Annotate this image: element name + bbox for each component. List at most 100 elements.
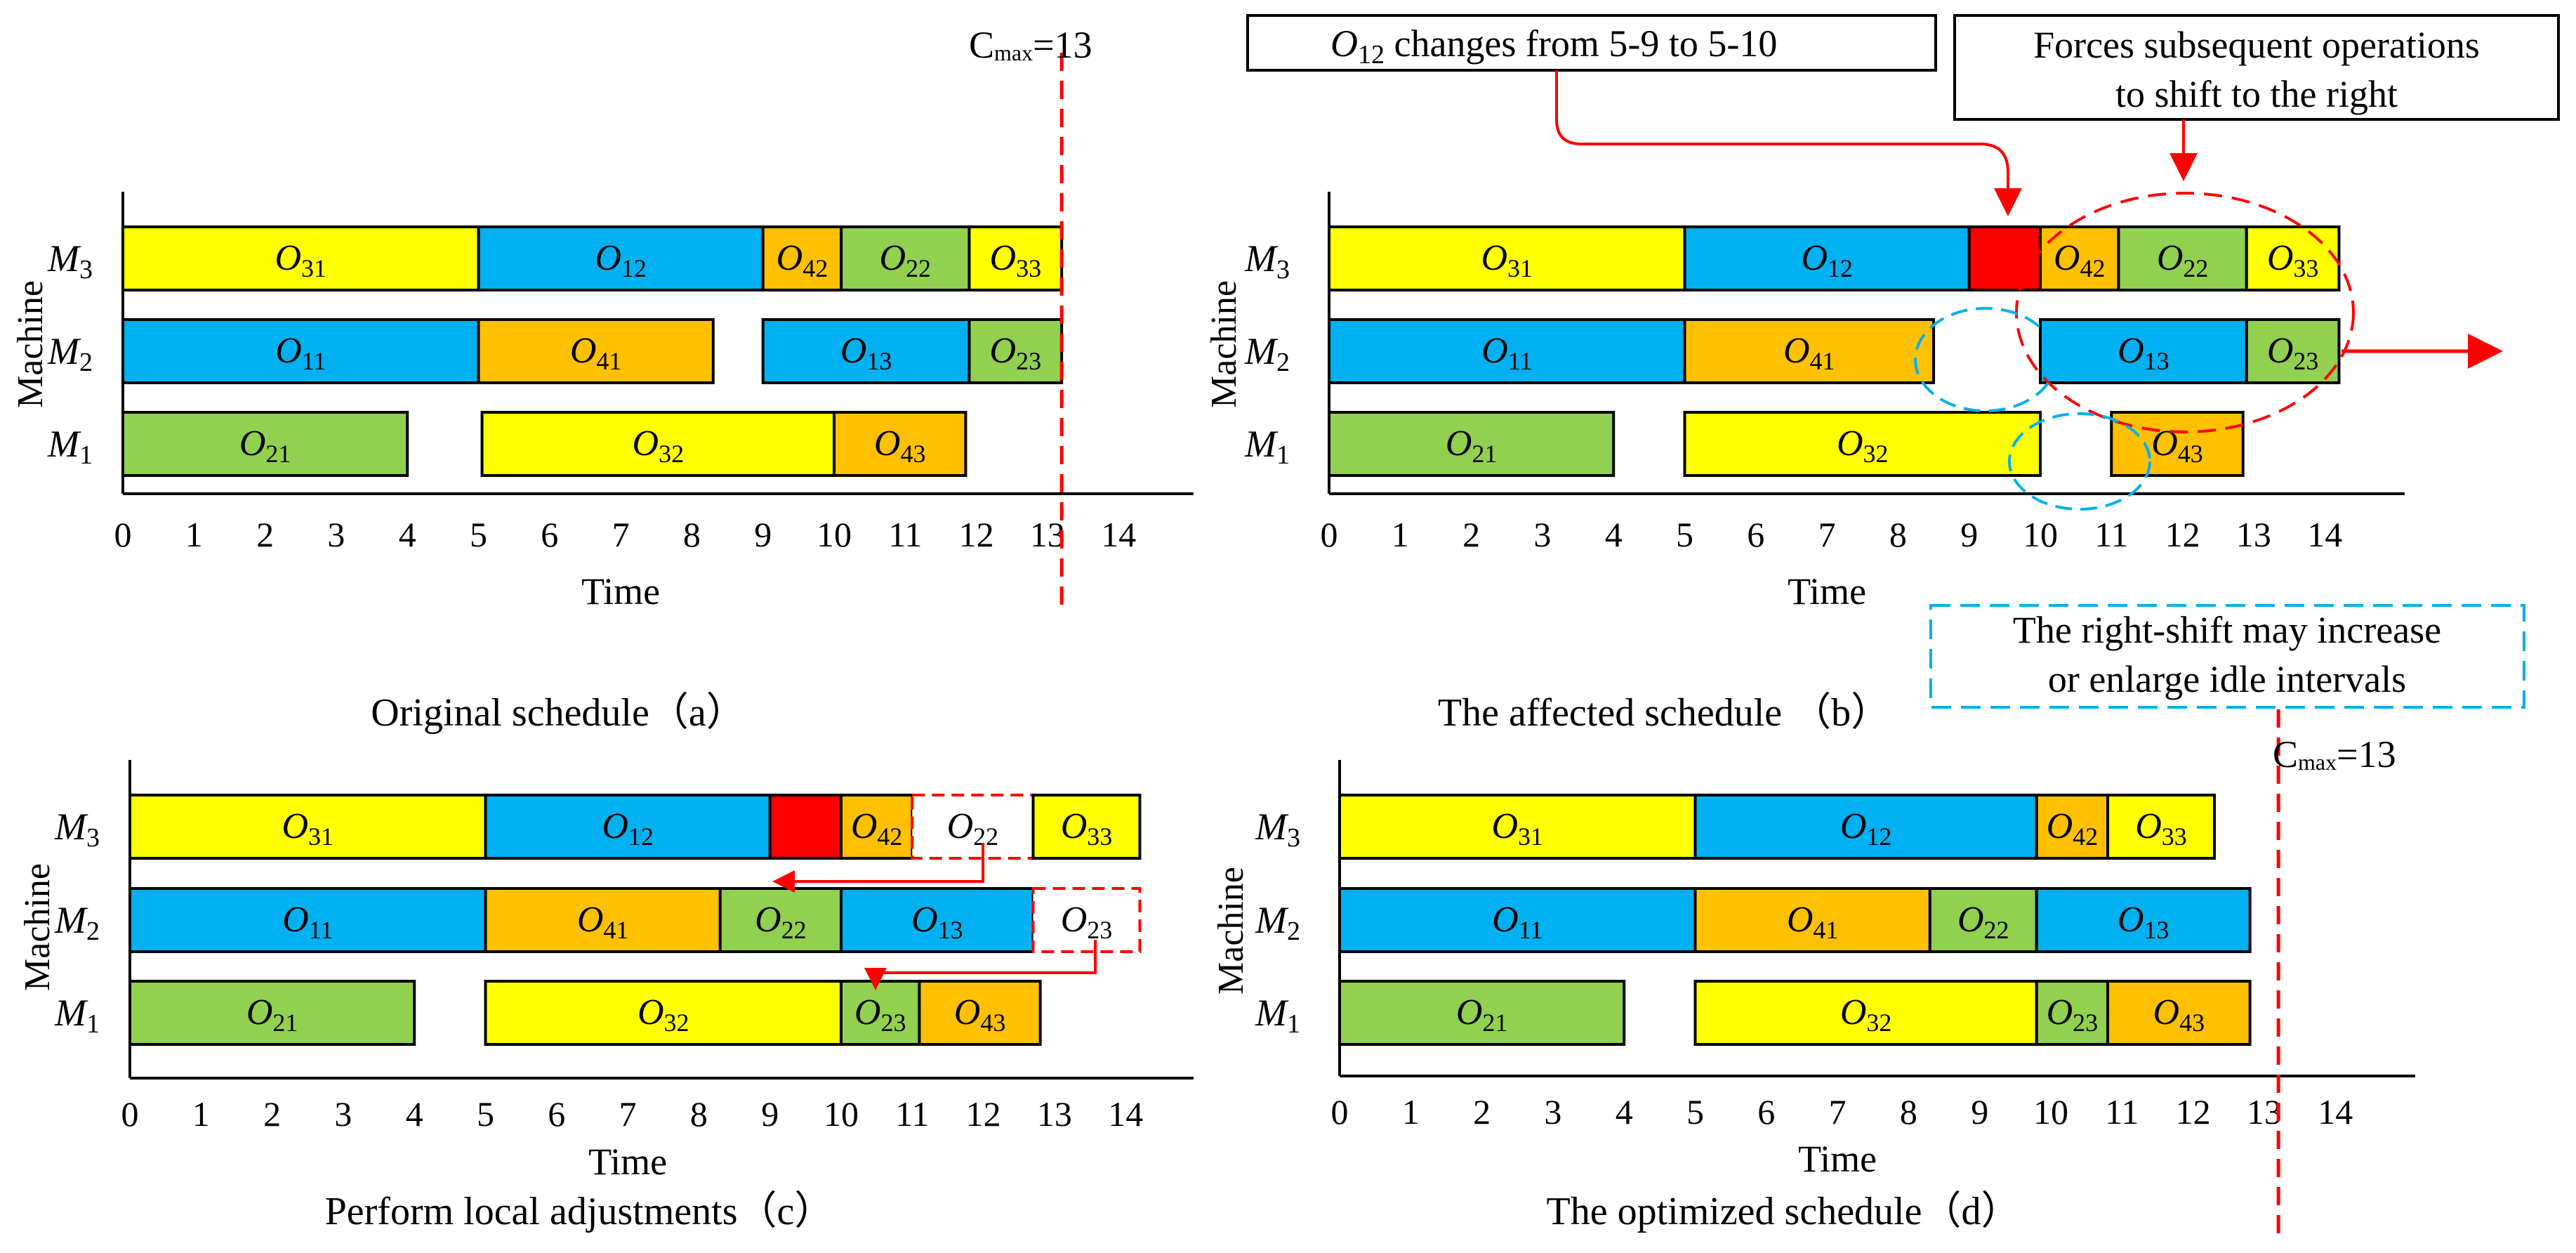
bar-m1-o43	[833, 411, 967, 477]
bar-label-o21: O21	[1456, 992, 1508, 1037]
machine-label-m3: M3	[47, 237, 93, 284]
move-arrow-o22	[772, 843, 984, 893]
panel-caption: Perform local adjustments（c）	[325, 1190, 834, 1233]
bar-label-o43: O43	[874, 424, 926, 468]
x-tick-label: 1	[192, 1094, 210, 1134]
x-tick-label: 4	[406, 1094, 423, 1134]
bar-m3-o31	[1328, 225, 1686, 291]
x-tick-label: 11	[888, 515, 922, 554]
bar-label-o32: O32	[1840, 992, 1892, 1037]
y-axis-label: Machine	[18, 863, 58, 991]
x-tick-label: 0	[1321, 515, 1338, 554]
bar-label-o31: O31	[275, 238, 326, 282]
x-tick-label: 10	[2033, 1092, 2068, 1131]
bar-m1-o43	[918, 980, 1042, 1046]
bar-label-o13: O13	[911, 900, 963, 944]
bar-m2-o23	[2245, 318, 2341, 384]
x-tick-label: 6	[548, 1094, 565, 1134]
machine-label-m3: M3	[1244, 237, 1290, 284]
x-tick-label: 9	[1960, 515, 1978, 554]
machine-label-m1: M1	[47, 423, 93, 470]
bar-label-o22: O22	[755, 900, 807, 944]
arrow-o12-change	[1555, 70, 2022, 216]
x-tick-label: 14	[2307, 515, 2342, 554]
bar-label-o23: O23	[2047, 992, 2099, 1037]
machine-label-m1: M1	[1244, 423, 1290, 470]
bar-label-o23: O23	[2267, 331, 2319, 375]
bar-m2-o13	[840, 887, 1035, 953]
x-tick-label: 0	[114, 515, 132, 554]
machine-label-m1: M1	[54, 992, 100, 1039]
machine-label-m2: M2	[47, 330, 93, 377]
x-tick-label: 8	[690, 1094, 708, 1134]
x-tick-label: 10	[824, 1094, 859, 1134]
bar-label-o41: O41	[1783, 331, 1835, 375]
bar-label-o43: O43	[954, 992, 1006, 1037]
bar-label-o41: O41	[1787, 900, 1839, 944]
x-tick-label: 4	[399, 515, 416, 554]
bar-m3-disruption	[768, 794, 843, 860]
bar-label-o13: O13	[840, 331, 892, 375]
x-tick-label: 1	[185, 515, 203, 554]
bar-label-o32: O32	[1837, 424, 1889, 468]
x-tick-label: 13	[1030, 515, 1065, 554]
cmax-label-d: Cmax=13	[2273, 733, 2396, 775]
bar-m1-o43	[2106, 980, 2252, 1046]
bar-m3-o12	[1693, 794, 2038, 860]
x-tick-label: 3	[327, 515, 345, 554]
note-o12-sub: 12	[1358, 40, 1385, 70]
note-o12-rest: changes from 5-9 to 5-10	[1385, 22, 1777, 65]
bar-label-o22: O22	[947, 806, 999, 851]
bar-label-o32: O32	[638, 992, 689, 1037]
x-tick-label: 9	[1971, 1092, 1988, 1131]
bar-label-o42: O42	[2047, 806, 2099, 851]
x-tick-label: 6	[1747, 515, 1764, 554]
x-tick-label: 2	[1462, 515, 1480, 554]
note-idle-line1: The right-shift may increase	[2013, 609, 2441, 651]
bar-m2-o41	[484, 887, 722, 953]
bar-label-o22: O22	[880, 238, 932, 282]
bar-label-o41: O41	[570, 331, 622, 375]
machine-label-m3: M3	[1255, 806, 1300, 853]
bar-label-o21: O21	[239, 424, 291, 468]
bar-label-o12: O12	[1840, 806, 1892, 851]
x-tick-label: 10	[2023, 515, 2058, 554]
x-tick-label: 6	[1757, 1092, 1775, 1131]
bar-m2-o13	[761, 318, 971, 384]
bar-label-o12: O12	[1801, 238, 1853, 282]
panel-caption: Original schedule（a）	[371, 691, 745, 735]
x-tick-label: 1	[1402, 1092, 1420, 1131]
x-tick-label: 12	[2165, 515, 2200, 554]
x-tick-label: 0	[1331, 1092, 1349, 1131]
bar-label-o11: O11	[275, 331, 326, 375]
note-idle-intervals: The right-shift may increase or enlarge …	[1929, 604, 2525, 709]
x-tick-label: 3	[1533, 515, 1551, 554]
bar-label-o11: O11	[1492, 900, 1543, 944]
bar-m1-o32	[480, 411, 835, 477]
bar-label-o41: O41	[577, 900, 629, 944]
x-tick-label: 5	[470, 515, 487, 554]
bar-m3-o22	[840, 225, 971, 291]
svg-text:O12 changes from 5-9 to 5-10: O12 changes from 5-9 to 5-10	[1330, 22, 1777, 70]
x-axis-label: Time	[588, 1141, 667, 1183]
bar-label-o13: O13	[2118, 331, 2169, 375]
x-tick-label: 0	[121, 1094, 139, 1134]
x-tick-label: 12	[966, 1094, 1001, 1134]
bar-label-o13: O13	[2118, 900, 2169, 944]
x-tick-label: 5	[1686, 1092, 1704, 1131]
panel-c-adjust: O31 O12 O42 O22 O33 O11 O41 O22 O13 O23 O21 O32 O23 O…	[18, 760, 1194, 1233]
x-tick-label: 14	[1101, 515, 1136, 554]
bar-m2-o13	[2039, 318, 2248, 384]
bar-m2-o13	[2035, 887, 2252, 953]
x-tick-label: 11	[2105, 1092, 2139, 1131]
machine-label-m2: M2	[1255, 899, 1300, 946]
x-axis-label: Time	[1788, 570, 1866, 612]
x-tick-label: 8	[1889, 515, 1907, 554]
bar-m2-o23	[1031, 887, 1142, 953]
bar-m3-o31	[128, 794, 487, 860]
note-o12-change: O12 changes from 5-9 to 5-10	[1246, 14, 1937, 72]
bar-label-o23: O23	[854, 992, 906, 1037]
bar-label-o11: O11	[1481, 331, 1532, 375]
x-tick-label: 3	[334, 1094, 352, 1134]
cmax-label-a: Cmax=13	[969, 24, 1092, 66]
